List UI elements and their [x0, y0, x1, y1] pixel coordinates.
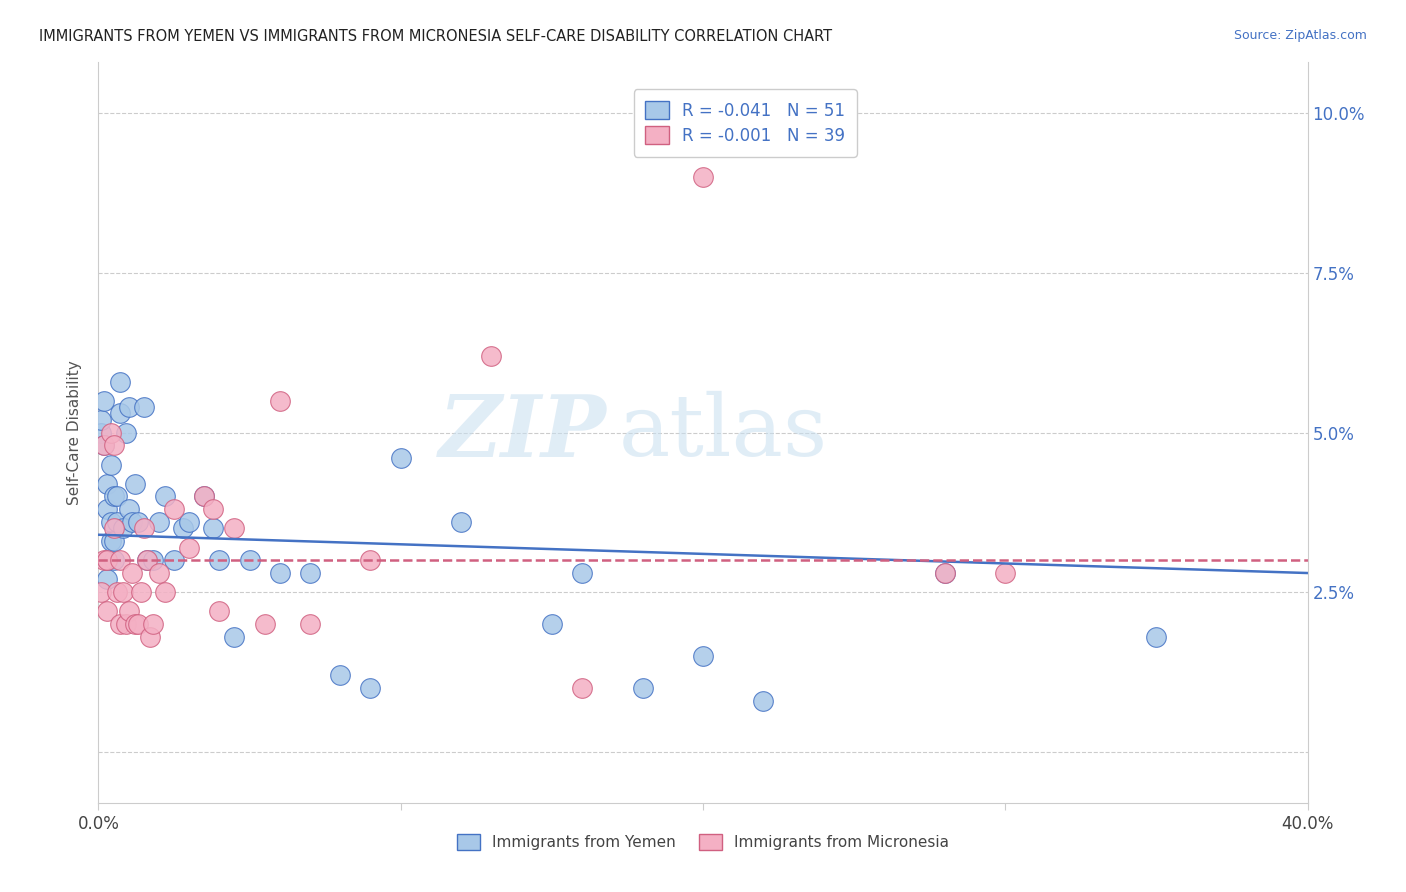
Point — [153, 585, 176, 599]
Point — [163, 502, 186, 516]
Point — [103, 521, 125, 535]
Point — [692, 170, 714, 185]
Point — [132, 521, 155, 535]
Point — [389, 451, 412, 466]
Point — [139, 630, 162, 644]
Point — [111, 521, 134, 535]
Point — [100, 458, 122, 472]
Point — [96, 553, 118, 567]
Text: IMMIGRANTS FROM YEMEN VS IMMIGRANTS FROM MICRONESIA SELF-CARE DISABILITY CORRELA: IMMIGRANTS FROM YEMEN VS IMMIGRANTS FROM… — [39, 29, 832, 44]
Point — [90, 413, 112, 427]
Point — [179, 515, 201, 529]
Point — [103, 438, 125, 452]
Point — [111, 585, 134, 599]
Point — [994, 566, 1017, 580]
Point — [105, 490, 128, 504]
Point — [129, 585, 152, 599]
Point — [208, 553, 231, 567]
Point — [103, 553, 125, 567]
Point — [142, 553, 165, 567]
Point — [96, 573, 118, 587]
Point — [148, 515, 170, 529]
Point — [179, 541, 201, 555]
Point — [90, 425, 112, 440]
Point — [108, 617, 131, 632]
Point — [100, 425, 122, 440]
Point — [299, 617, 322, 632]
Point — [105, 515, 128, 529]
Point — [752, 694, 775, 708]
Point — [142, 617, 165, 632]
Point — [127, 515, 149, 529]
Point — [1144, 630, 1167, 644]
Point — [329, 668, 352, 682]
Point — [202, 521, 225, 535]
Point — [100, 534, 122, 549]
Point — [90, 585, 112, 599]
Point — [540, 617, 562, 632]
Point — [934, 566, 956, 580]
Point — [118, 502, 141, 516]
Point — [127, 617, 149, 632]
Text: ZIP: ZIP — [439, 391, 606, 475]
Point — [631, 681, 654, 695]
Point — [135, 553, 157, 567]
Point — [118, 604, 141, 618]
Point — [269, 566, 291, 580]
Point — [202, 502, 225, 516]
Point — [124, 617, 146, 632]
Point — [96, 604, 118, 618]
Text: atlas: atlas — [619, 391, 828, 475]
Point — [105, 585, 128, 599]
Point — [132, 400, 155, 414]
Point — [108, 553, 131, 567]
Point — [135, 553, 157, 567]
Point — [93, 553, 115, 567]
Point — [571, 681, 593, 695]
Point — [121, 566, 143, 580]
Point — [108, 375, 131, 389]
Point — [571, 566, 593, 580]
Point — [93, 438, 115, 452]
Point — [239, 553, 262, 567]
Legend: R = -0.041   N = 51, R = -0.001   N = 39: R = -0.041 N = 51, R = -0.001 N = 39 — [634, 89, 856, 157]
Point — [253, 617, 276, 632]
Point — [100, 515, 122, 529]
Point — [93, 393, 115, 408]
Y-axis label: Self-Care Disability: Self-Care Disability — [67, 360, 83, 505]
Point — [114, 617, 136, 632]
Point — [124, 476, 146, 491]
Point — [114, 425, 136, 440]
Point — [96, 476, 118, 491]
Point — [172, 521, 194, 535]
Point — [450, 515, 472, 529]
Point — [148, 566, 170, 580]
Point — [269, 393, 291, 408]
Point — [208, 604, 231, 618]
Point — [103, 534, 125, 549]
Point — [193, 490, 215, 504]
Point — [108, 407, 131, 421]
Point — [934, 566, 956, 580]
Point — [299, 566, 322, 580]
Point — [103, 490, 125, 504]
Text: Source: ZipAtlas.com: Source: ZipAtlas.com — [1233, 29, 1367, 42]
Point — [93, 438, 115, 452]
Point — [692, 648, 714, 663]
Point — [121, 515, 143, 529]
Point — [96, 502, 118, 516]
Point — [96, 553, 118, 567]
Point — [481, 349, 503, 363]
Point — [153, 490, 176, 504]
Point — [224, 521, 246, 535]
Point — [360, 681, 382, 695]
Point — [360, 553, 382, 567]
Point — [163, 553, 186, 567]
Point — [118, 400, 141, 414]
Point — [224, 630, 246, 644]
Point — [193, 490, 215, 504]
